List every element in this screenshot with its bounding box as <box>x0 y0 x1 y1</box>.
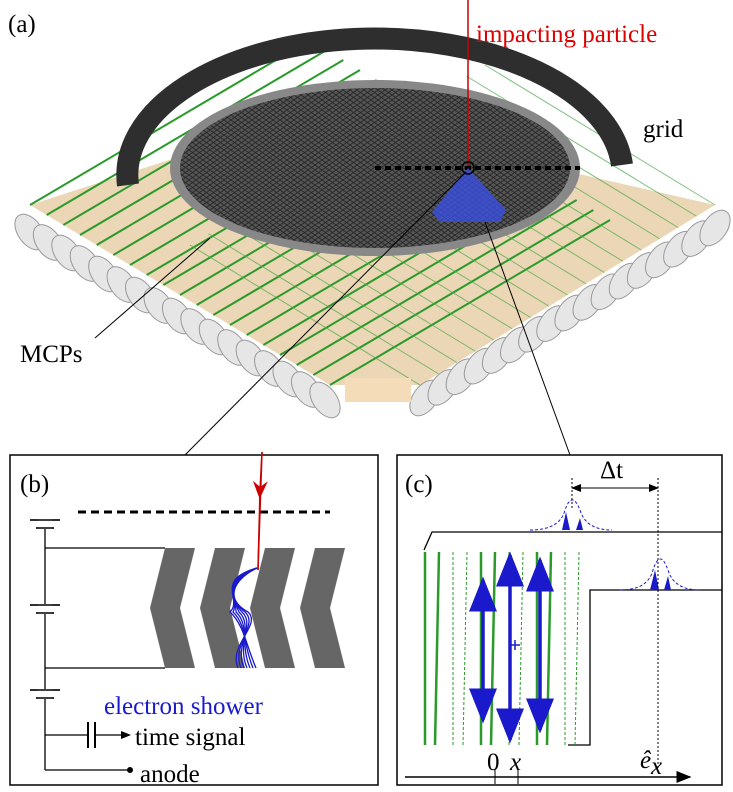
time-signal-label: time signal <box>135 724 245 751</box>
plate-edge <box>345 378 411 402</box>
panel-frame <box>397 455 722 785</box>
panel-label: (b) <box>20 471 49 498</box>
figure: (a) impacting particle grid MCPs (b) ele… <box>0 0 733 792</box>
grid-label: grid <box>643 116 684 143</box>
anode-dot <box>127 767 133 773</box>
mcps-label: MCPs <box>20 341 83 368</box>
panel-b: (b) electron shower time signal anode <box>10 452 378 788</box>
panel-a: (a) impacting particle grid MCPs <box>8 0 733 455</box>
panel-label: (a) <box>8 11 36 38</box>
anode-label: anode <box>140 761 200 788</box>
axis-label-sub: x <box>650 753 662 780</box>
particle-label: impacting particle <box>476 21 657 48</box>
x-label: x <box>509 749 521 776</box>
panel-c: (c) Δt 0 x ê x <box>397 455 722 785</box>
shower-label: electron shower <box>104 693 264 720</box>
origin-label: 0 <box>487 749 500 776</box>
panel-label: (c) <box>405 471 433 498</box>
dt-label: Δt <box>600 457 623 484</box>
